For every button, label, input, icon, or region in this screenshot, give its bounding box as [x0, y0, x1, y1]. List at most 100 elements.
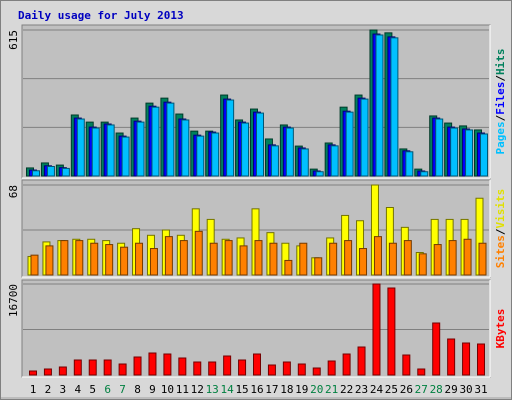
- x-tick-label: 20: [310, 383, 323, 396]
- bar: [447, 338, 456, 376]
- chart-title: Daily usage for July 2013: [18, 9, 184, 22]
- bar: [299, 242, 308, 276]
- x-tick-label: 19: [295, 383, 308, 396]
- x-tick-label: 30: [459, 383, 472, 396]
- bar: [61, 167, 70, 177]
- y-tick-label: 68: [7, 185, 20, 198]
- bar: [76, 118, 85, 177]
- x-tick-label: 7: [119, 383, 126, 396]
- x-tick-label: 24: [370, 383, 384, 396]
- bar: [435, 118, 444, 177]
- bar: [30, 254, 39, 276]
- bar: [29, 370, 37, 376]
- bar: [390, 37, 399, 177]
- bar: [345, 111, 354, 177]
- bar: [478, 242, 487, 276]
- bar: [450, 127, 459, 177]
- bar: [136, 121, 145, 177]
- x-tick-label: 27: [415, 383, 428, 396]
- bar: [433, 244, 442, 276]
- x-tick-label: 4: [74, 383, 81, 396]
- bar: [194, 230, 203, 276]
- bar: [224, 240, 233, 276]
- legend: Sites/Visits: [494, 189, 507, 269]
- bar: [103, 359, 112, 376]
- bar: [465, 129, 474, 177]
- bar: [179, 240, 188, 276]
- bar: [402, 354, 411, 376]
- bar: [166, 102, 175, 177]
- bar: [226, 99, 235, 177]
- bar: [223, 355, 232, 376]
- bar: [448, 240, 457, 276]
- bar: [403, 240, 412, 276]
- bar: [118, 363, 127, 376]
- bar: [330, 145, 339, 177]
- x-tick-label: 8: [134, 383, 141, 396]
- x-tick-label: 5: [89, 383, 96, 396]
- bar: [357, 346, 366, 376]
- legend-entry: Sites: [494, 235, 507, 268]
- legend-entry: KBytes: [494, 309, 507, 349]
- bar: [314, 257, 323, 276]
- bar: [375, 34, 384, 177]
- x-tick-label: 28: [430, 383, 443, 396]
- x-tick-label: 21: [325, 383, 338, 396]
- bar: [238, 359, 247, 376]
- bar: [359, 248, 368, 276]
- legend-separator: /: [494, 228, 507, 235]
- bar: [181, 119, 190, 177]
- bar: [269, 242, 278, 276]
- bar: [285, 127, 294, 177]
- bar: [32, 170, 40, 177]
- legend-entry: Hits: [494, 49, 507, 76]
- bar: [256, 112, 264, 177]
- bar: [164, 236, 173, 276]
- bar: [360, 98, 369, 177]
- bar: [91, 127, 100, 177]
- bar: [372, 283, 381, 376]
- bar: [105, 244, 114, 276]
- legend-separator: /: [494, 114, 507, 121]
- x-tick-label: 13: [206, 383, 219, 396]
- bar: [462, 342, 471, 376]
- bar: [239, 245, 248, 276]
- x-tick-label: 9: [149, 383, 156, 396]
- legend-entry: Pages: [494, 121, 507, 154]
- x-tick-label: 12: [191, 383, 204, 396]
- bar: [211, 132, 220, 177]
- bar: [241, 122, 250, 177]
- bar: [58, 366, 67, 376]
- bar: [121, 136, 130, 177]
- bar: [46, 166, 55, 177]
- x-tick-label: 29: [445, 383, 458, 396]
- bar: [196, 135, 205, 177]
- bar: [60, 240, 69, 276]
- bar: [373, 236, 382, 276]
- bar: [254, 240, 263, 276]
- bar: [73, 359, 82, 376]
- bar: [387, 287, 396, 376]
- x-tick-label: 23: [355, 383, 368, 396]
- bar: [193, 361, 202, 376]
- bar: [420, 171, 429, 177]
- bar: [297, 363, 306, 376]
- bar: [270, 145, 279, 177]
- x-tick-label: 1: [30, 383, 37, 396]
- bar: [75, 240, 84, 276]
- x-tick-label: 10: [161, 383, 174, 396]
- bar: [133, 356, 142, 376]
- legend: Pages/Files/Hits: [494, 49, 507, 155]
- bar: [90, 242, 99, 276]
- bar: [209, 242, 218, 276]
- x-tick-label: 16: [250, 383, 263, 396]
- legend-separator: /: [494, 75, 507, 82]
- y-tick-label: 615: [7, 30, 20, 50]
- bar: [88, 359, 97, 376]
- legend-entry: Visits: [494, 189, 507, 229]
- x-tick-label: 6: [104, 383, 111, 396]
- bar: [327, 360, 336, 376]
- x-tick-label: 22: [340, 383, 353, 396]
